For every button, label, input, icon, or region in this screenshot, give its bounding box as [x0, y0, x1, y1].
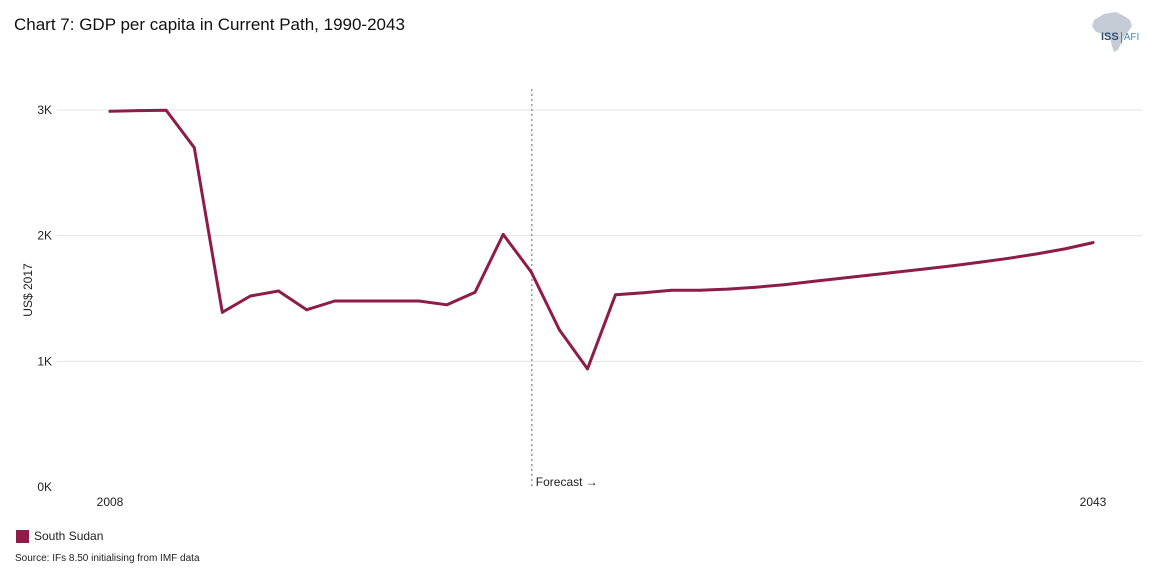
- logo-iss-text: ISS: [1101, 31, 1119, 43]
- data-point: [726, 287, 730, 291]
- africa-map-logo-icon: [1092, 12, 1132, 52]
- data-point: [557, 328, 561, 332]
- x-tick-label: 2008: [97, 495, 124, 509]
- logo-text: ISS AFI: [1101, 31, 1140, 43]
- data-point: [192, 146, 196, 150]
- data-point: [501, 233, 505, 236]
- source-note: Source: IFs 8.50 initialising from IMF d…: [15, 553, 200, 564]
- data-point: [586, 367, 589, 371]
- data-point: [614, 293, 617, 297]
- data-point: [754, 285, 758, 289]
- data-point: [642, 291, 646, 295]
- y-tick-label: 3K: [37, 103, 52, 117]
- data-point: [979, 260, 983, 264]
- data-point: [1091, 241, 1095, 244]
- data-point: [333, 299, 337, 303]
- y-axis-label: US$ 2017: [21, 263, 35, 317]
- data-point: [473, 290, 477, 294]
- y-tick-label: 0K: [37, 480, 52, 494]
- series-line-south-sudan: [108, 108, 1095, 371]
- x-tick-labels: 2008 2043: [97, 495, 1107, 509]
- data-point: [810, 280, 814, 283]
- forecast-label: Forecast →: [536, 475, 598, 489]
- grid-lines: [57, 109, 1142, 362]
- data-point: [895, 270, 898, 274]
- data-point: [529, 270, 533, 274]
- data-point: [305, 308, 308, 312]
- data-point: [866, 273, 870, 277]
- data-point: [136, 109, 140, 113]
- legend: South Sudan: [16, 529, 103, 543]
- y-tick-labels: 0K 1K 2K 3K: [37, 103, 52, 494]
- data-point: [1007, 256, 1011, 260]
- x-tick-label: 2043: [1080, 495, 1107, 509]
- data-point: [670, 288, 674, 292]
- data-point: [838, 276, 842, 280]
- legend-label-south-sudan: South Sudan: [34, 529, 104, 543]
- y-tick-label: 2K: [37, 229, 52, 243]
- data-point: [698, 288, 702, 292]
- data-point: [164, 108, 168, 112]
- data-point: [417, 299, 421, 303]
- legend-swatch-south-sudan: [16, 529, 29, 543]
- logo-afi-text: AFI: [1120, 32, 1140, 43]
- data-point: [389, 299, 393, 303]
- data-point: [277, 289, 280, 293]
- chart-title: Chart 7: GDP per capita in Current Path,…: [14, 15, 405, 34]
- data-point: [445, 303, 449, 307]
- data-point: [249, 294, 252, 298]
- data-point: [1063, 247, 1067, 251]
- data-point: [220, 310, 224, 314]
- data-point: [923, 267, 926, 271]
- data-point: [361, 299, 365, 303]
- y-tick-label: 1K: [37, 354, 52, 368]
- series-group: [108, 108, 1095, 371]
- data-point: [108, 109, 112, 113]
- data-point: [1035, 252, 1039, 256]
- data-point: [782, 283, 786, 287]
- data-point: [951, 264, 954, 268]
